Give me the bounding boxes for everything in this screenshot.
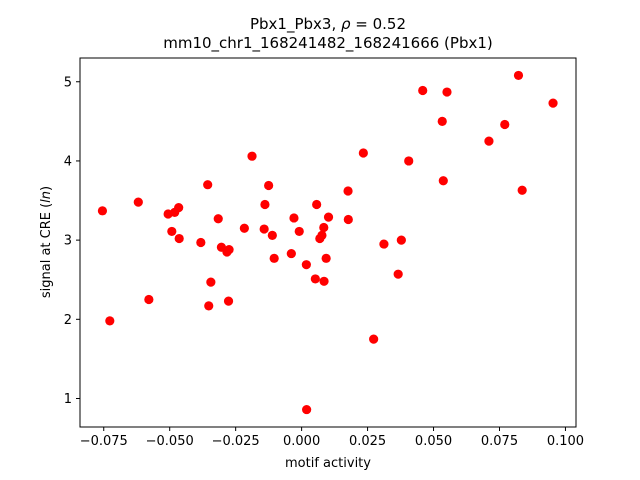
data-point [517, 185, 527, 195]
data-point [269, 253, 279, 263]
data-point [286, 248, 296, 259]
y-tick-label: 2 [64, 313, 72, 328]
x-tick-label: −0.075 [80, 434, 128, 449]
data-point [500, 119, 510, 130]
data-point [167, 226, 177, 237]
data-point [379, 239, 389, 249]
data-point [223, 296, 234, 306]
data-point [312, 199, 322, 210]
data-point [239, 223, 249, 233]
data-point [105, 316, 115, 326]
data-point [343, 214, 353, 225]
data-point [513, 70, 524, 81]
data-point [289, 213, 299, 223]
y-axis-ticks: 1 2 3 4 5 [64, 75, 80, 407]
data-point [438, 176, 448, 186]
chart-title: Pbx1_Pbx3, ρ = 0.52 [250, 15, 406, 34]
data-point [264, 180, 274, 191]
x-tick-label: −0.050 [146, 434, 194, 449]
data-point [267, 230, 277, 240]
x-tick-label: −0.025 [212, 434, 260, 449]
x-tick-label: 0.075 [481, 434, 518, 449]
data-points [97, 70, 558, 415]
data-point [437, 116, 447, 126]
data-point [418, 85, 428, 96]
data-point [206, 277, 216, 287]
data-point [310, 274, 320, 284]
data-point [321, 253, 331, 263]
data-point [343, 186, 353, 196]
y-tick-label: 1 [64, 392, 72, 407]
data-point [294, 226, 304, 237]
data-point [260, 199, 270, 210]
x-axis-ticks: −0.075 −0.050 −0.025 0.000 0.025 0.050 0.075 0.… [80, 427, 584, 449]
data-point [133, 197, 143, 207]
data-point [204, 301, 214, 311]
data-point [369, 334, 379, 344]
data-point [174, 233, 184, 244]
y-tick-label: 4 [64, 154, 72, 169]
data-point [224, 245, 234, 255]
data-point [323, 212, 334, 222]
plot-area-frame [79, 57, 577, 428]
data-point [196, 237, 206, 248]
y-tick-label: 5 [64, 75, 72, 90]
data-point [484, 136, 494, 146]
data-point [358, 148, 368, 158]
data-point [259, 224, 269, 234]
x-axis-label: motif activity [285, 456, 371, 471]
data-point [319, 276, 329, 286]
x-tick-label: 0.025 [349, 434, 386, 449]
x-tick-label: 0.000 [283, 434, 320, 449]
data-point [97, 206, 108, 216]
data-point [203, 180, 213, 190]
chart-subtitle: mm10_chr1_168241482_168241666 (Pbx1) [163, 34, 493, 53]
data-point [319, 222, 329, 233]
y-axis-label: signal at CRE (ln) [39, 186, 54, 298]
data-point [404, 156, 414, 166]
data-point [442, 87, 452, 97]
y-tick-label: 3 [64, 234, 72, 249]
data-point [302, 404, 312, 415]
x-tick-label: 0.050 [415, 434, 452, 449]
data-point [174, 203, 184, 213]
data-point [301, 260, 311, 270]
data-point [213, 214, 223, 224]
data-point [396, 235, 406, 245]
data-point [144, 294, 154, 305]
data-point [317, 230, 327, 240]
data-point [548, 98, 558, 108]
data-point [247, 151, 257, 161]
data-point [393, 269, 403, 279]
x-tick-label: 0.100 [547, 434, 584, 449]
